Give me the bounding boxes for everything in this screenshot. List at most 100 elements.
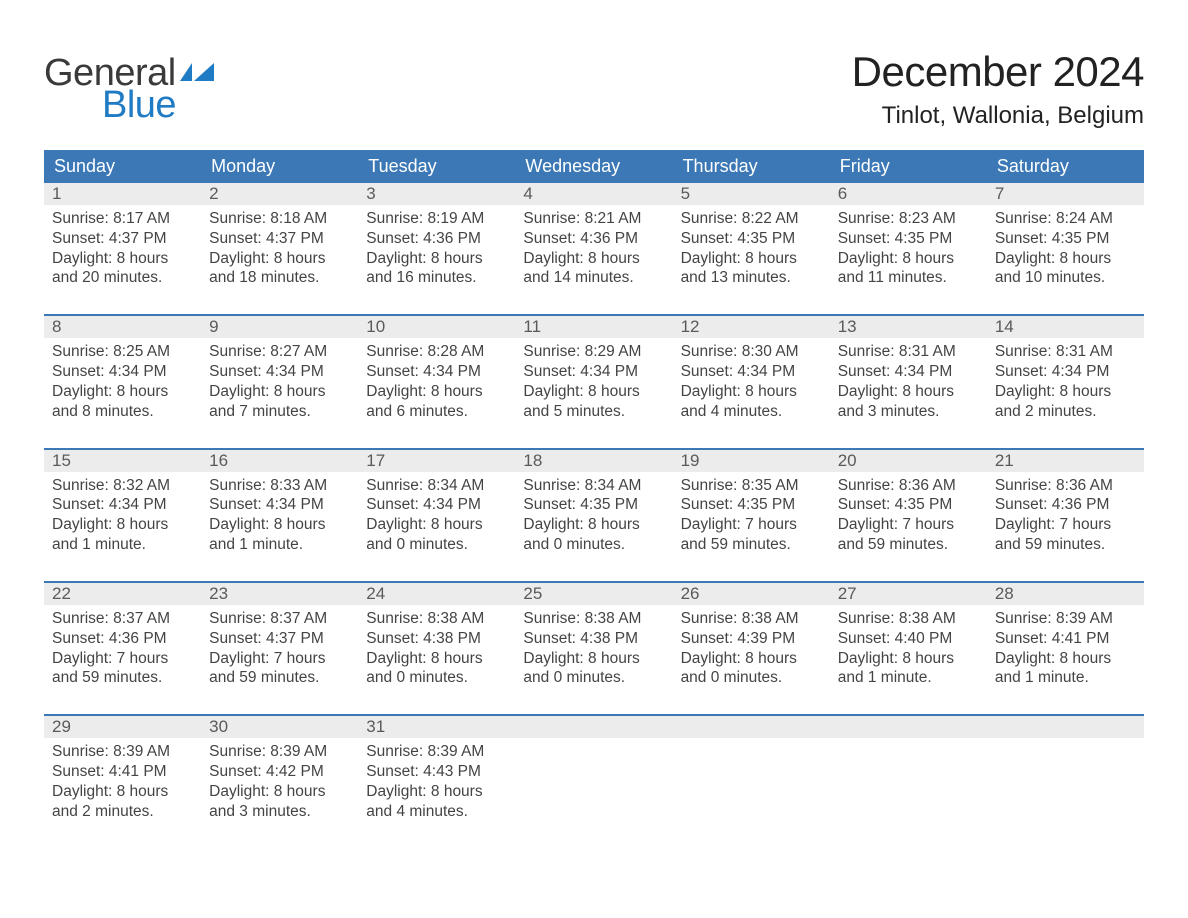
day-details: Sunrise: 8:18 AMSunset: 4:37 PMDaylight:… (201, 205, 358, 292)
day-d1: Daylight: 7 hours (995, 515, 1136, 535)
day-d1: Daylight: 8 hours (209, 382, 350, 402)
calendar-day: 30Sunrise: 8:39 AMSunset: 4:42 PMDayligh… (201, 716, 358, 825)
day-d2: and 2 minutes. (52, 802, 193, 822)
weekday-header: Sunday (44, 150, 201, 183)
day-d1: Daylight: 7 hours (838, 515, 979, 535)
day-d1: Daylight: 8 hours (838, 249, 979, 269)
calendar-day: 6Sunrise: 8:23 AMSunset: 4:35 PMDaylight… (830, 183, 987, 292)
weekday-header-row: SundayMondayTuesdayWednesdayThursdayFrid… (44, 150, 1144, 183)
day-sunrise: Sunrise: 8:37 AM (52, 609, 193, 629)
day-d1: Daylight: 8 hours (209, 515, 350, 535)
day-d1: Daylight: 8 hours (838, 649, 979, 669)
day-sunset: Sunset: 4:36 PM (52, 629, 193, 649)
day-number: 24 (358, 583, 515, 605)
day-sunrise: Sunrise: 8:21 AM (523, 209, 664, 229)
day-d1: Daylight: 8 hours (838, 382, 979, 402)
day-d1: Daylight: 8 hours (681, 382, 822, 402)
day-d2: and 8 minutes. (52, 402, 193, 422)
day-details: Sunrise: 8:38 AMSunset: 4:40 PMDaylight:… (830, 605, 987, 692)
day-sunset: Sunset: 4:41 PM (995, 629, 1136, 649)
day-details (830, 738, 987, 746)
day-details: Sunrise: 8:22 AMSunset: 4:35 PMDaylight:… (673, 205, 830, 292)
day-d1: Daylight: 8 hours (52, 249, 193, 269)
calendar-week: 15Sunrise: 8:32 AMSunset: 4:34 PMDayligh… (44, 448, 1144, 559)
day-d1: Daylight: 8 hours (366, 249, 507, 269)
day-sunrise: Sunrise: 8:38 AM (366, 609, 507, 629)
day-sunset: Sunset: 4:35 PM (995, 229, 1136, 249)
day-number: 4 (515, 183, 672, 205)
calendar-day: 16Sunrise: 8:33 AMSunset: 4:34 PMDayligh… (201, 450, 358, 559)
day-number: 19 (673, 450, 830, 472)
day-number: 10 (358, 316, 515, 338)
calendar-day: 11Sunrise: 8:29 AMSunset: 4:34 PMDayligh… (515, 316, 672, 425)
day-sunrise: Sunrise: 8:31 AM (838, 342, 979, 362)
day-d2: and 1 minute. (838, 668, 979, 688)
day-sunset: Sunset: 4:37 PM (209, 229, 350, 249)
location-subtitle: Tinlot, Wallonia, Belgium (852, 102, 1144, 130)
day-d1: Daylight: 7 hours (681, 515, 822, 535)
day-details: Sunrise: 8:39 AMSunset: 4:43 PMDaylight:… (358, 738, 515, 825)
month-title: December 2024 (852, 48, 1144, 96)
day-sunset: Sunset: 4:35 PM (681, 495, 822, 515)
calendar-day: 10Sunrise: 8:28 AMSunset: 4:34 PMDayligh… (358, 316, 515, 425)
day-sunset: Sunset: 4:38 PM (523, 629, 664, 649)
day-number: 17 (358, 450, 515, 472)
day-sunrise: Sunrise: 8:31 AM (995, 342, 1136, 362)
day-sunrise: Sunrise: 8:39 AM (366, 742, 507, 762)
day-number: 7 (987, 183, 1144, 205)
calendar-week: 29Sunrise: 8:39 AMSunset: 4:41 PMDayligh… (44, 714, 1144, 825)
calendar-day: 19Sunrise: 8:35 AMSunset: 4:35 PMDayligh… (673, 450, 830, 559)
calendar-day: 15Sunrise: 8:32 AMSunset: 4:34 PMDayligh… (44, 450, 201, 559)
calendar-day: 3Sunrise: 8:19 AMSunset: 4:36 PMDaylight… (358, 183, 515, 292)
day-details: Sunrise: 8:19 AMSunset: 4:36 PMDaylight:… (358, 205, 515, 292)
day-sunset: Sunset: 4:35 PM (681, 229, 822, 249)
day-sunset: Sunset: 4:34 PM (209, 495, 350, 515)
day-sunrise: Sunrise: 8:38 AM (523, 609, 664, 629)
day-d2: and 4 minutes. (366, 802, 507, 822)
day-sunset: Sunset: 4:34 PM (52, 495, 193, 515)
day-d1: Daylight: 8 hours (366, 382, 507, 402)
day-number: 29 (44, 716, 201, 738)
day-number: 27 (830, 583, 987, 605)
calendar-day: 24Sunrise: 8:38 AMSunset: 4:38 PMDayligh… (358, 583, 515, 692)
day-number: 14 (987, 316, 1144, 338)
day-d1: Daylight: 8 hours (995, 249, 1136, 269)
logo: General Blue (44, 36, 214, 124)
day-d1: Daylight: 8 hours (995, 649, 1136, 669)
day-sunset: Sunset: 4:35 PM (838, 495, 979, 515)
calendar-day: 9Sunrise: 8:27 AMSunset: 4:34 PMDaylight… (201, 316, 358, 425)
day-d2: and 7 minutes. (209, 402, 350, 422)
weekday-header: Friday (830, 150, 987, 183)
day-details: Sunrise: 8:33 AMSunset: 4:34 PMDaylight:… (201, 472, 358, 559)
day-details: Sunrise: 8:36 AMSunset: 4:35 PMDaylight:… (830, 472, 987, 559)
calendar-day: . (830, 716, 987, 825)
day-d1: Daylight: 8 hours (523, 515, 664, 535)
calendar-week: 8Sunrise: 8:25 AMSunset: 4:34 PMDaylight… (44, 314, 1144, 425)
day-d2: and 6 minutes. (366, 402, 507, 422)
day-details: Sunrise: 8:23 AMSunset: 4:35 PMDaylight:… (830, 205, 987, 292)
day-d2: and 18 minutes. (209, 268, 350, 288)
day-sunrise: Sunrise: 8:36 AM (838, 476, 979, 496)
day-d1: Daylight: 8 hours (523, 649, 664, 669)
day-number: 31 (358, 716, 515, 738)
day-number: . (987, 716, 1144, 738)
calendar-week: 1Sunrise: 8:17 AMSunset: 4:37 PMDaylight… (44, 183, 1144, 292)
day-sunset: Sunset: 4:34 PM (209, 362, 350, 382)
day-number: 9 (201, 316, 358, 338)
day-d2: and 0 minutes. (681, 668, 822, 688)
day-sunrise: Sunrise: 8:32 AM (52, 476, 193, 496)
calendar-day: 29Sunrise: 8:39 AMSunset: 4:41 PMDayligh… (44, 716, 201, 825)
weekday-header: Saturday (987, 150, 1144, 183)
day-number: 5 (673, 183, 830, 205)
day-sunrise: Sunrise: 8:22 AM (681, 209, 822, 229)
day-sunset: Sunset: 4:34 PM (838, 362, 979, 382)
day-d2: and 0 minutes. (366, 535, 507, 555)
day-d2: and 0 minutes. (523, 535, 664, 555)
calendar-day: 8Sunrise: 8:25 AMSunset: 4:34 PMDaylight… (44, 316, 201, 425)
day-d2: and 4 minutes. (681, 402, 822, 422)
day-number: 20 (830, 450, 987, 472)
calendar-day: 21Sunrise: 8:36 AMSunset: 4:36 PMDayligh… (987, 450, 1144, 559)
weekday-header: Thursday (673, 150, 830, 183)
calendar-grid: SundayMondayTuesdayWednesdayThursdayFrid… (44, 150, 1144, 826)
calendar-day: 25Sunrise: 8:38 AMSunset: 4:38 PMDayligh… (515, 583, 672, 692)
